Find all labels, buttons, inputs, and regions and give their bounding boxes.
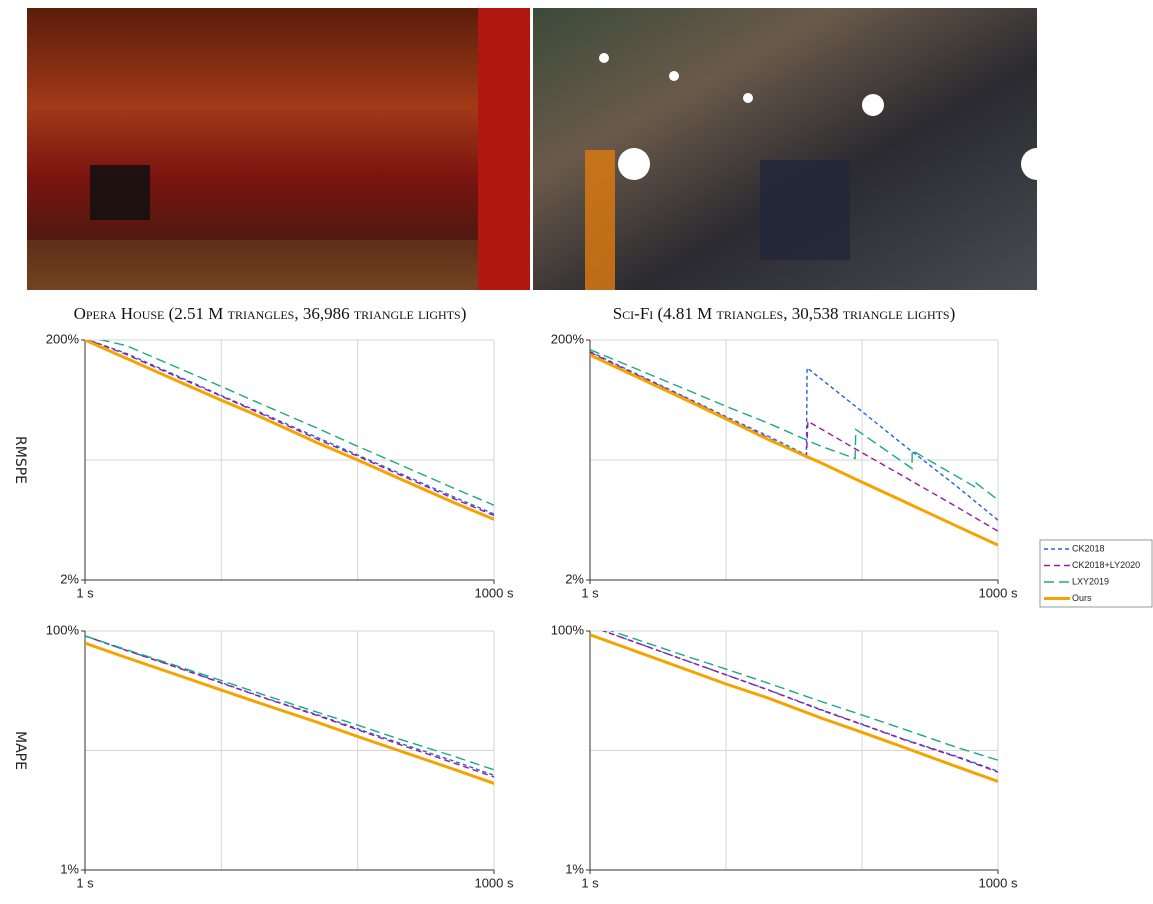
rendered-image <box>533 8 1053 290</box>
x-tick-label: 1 s <box>76 585 94 600</box>
chart: 1 s 1000 s 2% 200% <box>551 331 1018 600</box>
series-line <box>590 624 998 761</box>
y-tick-label: 2% <box>565 571 584 586</box>
series-line <box>85 636 494 770</box>
chart: 1 s 1000 s 2% 200% RMSPE <box>12 331 514 600</box>
y-tick-label: 100% <box>551 622 585 637</box>
x-tick-label: 1000 s <box>978 875 1018 890</box>
y-tick-label: 1% <box>565 861 584 876</box>
series-line <box>590 635 998 782</box>
x-tick-label: 1000 s <box>978 585 1018 600</box>
y-tick-label: 1% <box>60 861 79 876</box>
chart: 1 s 1000 s 1% 100% MAPE <box>12 622 514 890</box>
series-line <box>85 340 494 519</box>
x-tick-label: 1 s <box>581 875 599 890</box>
series-line <box>85 636 494 777</box>
legend-label: LXY2019 <box>1072 576 1109 586</box>
x-tick-label: 1 s <box>76 875 94 890</box>
legend-label: CK2018 <box>1072 543 1105 553</box>
x-tick-label: 1000 s <box>474 875 514 890</box>
series-line <box>85 339 494 516</box>
series-line <box>590 355 998 545</box>
legend: CK2018 CK2018+LY2020 LXY2019 Ours <box>1040 540 1152 607</box>
legend-label: Ours <box>1072 593 1092 603</box>
y-axis-label: RMSPE <box>12 436 28 484</box>
x-tick-label: 1000 s <box>474 585 514 600</box>
series-line <box>590 352 998 531</box>
legend-label: CK2018+LY2020 <box>1072 560 1140 570</box>
figure: Opera House (2.51 M triangles, 36,986 tr… <box>0 0 1153 904</box>
y-tick-label: 100% <box>46 622 80 637</box>
chart: 1 s 1000 s 1% 100% <box>551 622 1018 890</box>
y-tick-label: 200% <box>551 331 585 346</box>
series-line <box>590 350 998 500</box>
rendered-image <box>27 8 530 290</box>
image-caption: Sci-Fi (4.81 M triangles, 30,538 triangl… <box>613 304 956 323</box>
y-axis-label: MAPE <box>12 731 28 770</box>
y-tick-label: 200% <box>46 331 80 346</box>
y-tick-label: 2% <box>60 571 79 586</box>
image-caption: Opera House (2.51 M triangles, 36,986 tr… <box>74 304 467 323</box>
x-tick-label: 1 s <box>581 585 599 600</box>
series-line <box>85 643 494 783</box>
